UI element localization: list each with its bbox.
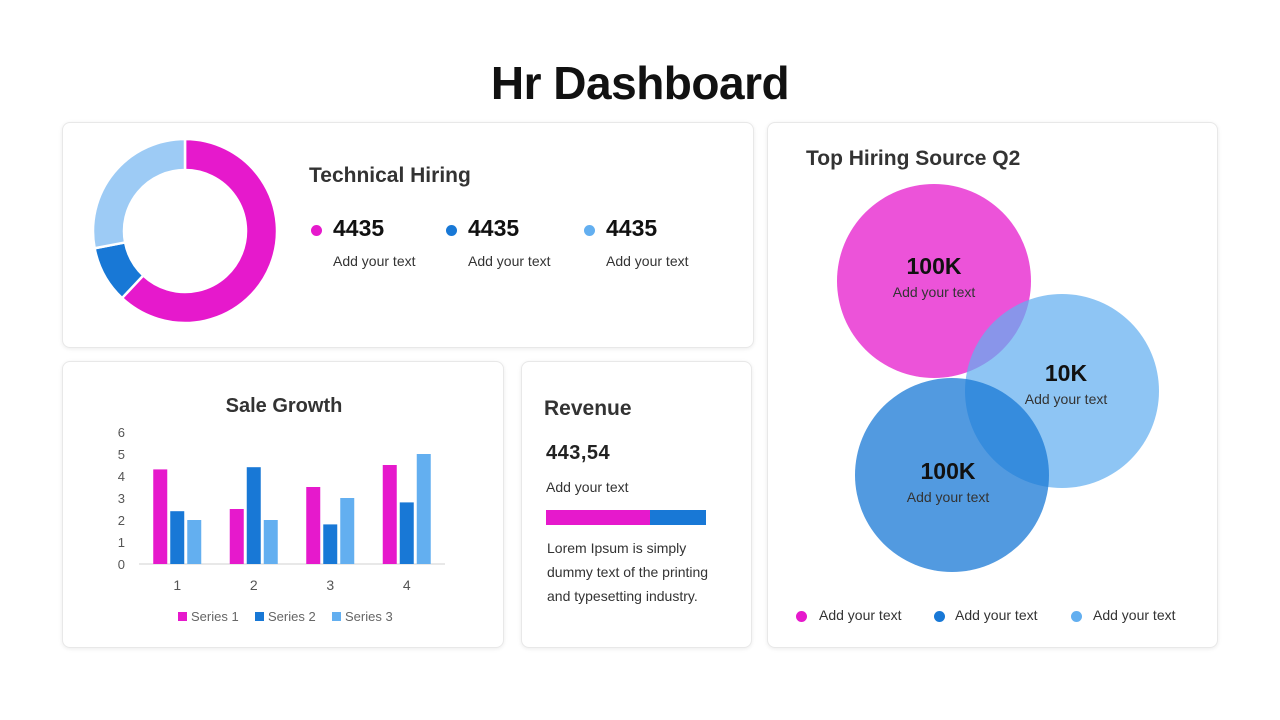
legend-dot [934, 611, 945, 622]
stat-label: Add your text [606, 253, 689, 269]
legend-label: Add your text [955, 607, 1038, 623]
y-tick-label: 0 [118, 557, 125, 572]
venn-value: 100K [906, 253, 962, 279]
technical-hiring-card: Technical Hiring 4435 Add your text 4435… [62, 122, 754, 348]
donut-slice-2 [91, 137, 187, 250]
legend-dot [1071, 611, 1082, 622]
hiring-source-venn [837, 184, 1159, 572]
hiring-source-title: Top Hiring Source Q2 [806, 147, 1021, 170]
hiring-source-card: Top Hiring Source Q2 100K Add your text … [767, 122, 1218, 648]
chart-title: Sale Growth [226, 395, 343, 417]
revenue-progress-bar [546, 510, 706, 525]
venn-label-0: 100K Add your text [854, 253, 1014, 300]
technical-hiring-title: Technical Hiring [309, 164, 471, 187]
revenue-value: 443,54 [546, 442, 611, 464]
y-tick-label: 5 [118, 447, 125, 462]
legend-label: Add your text [1093, 607, 1176, 623]
venn-label-1: 10K Add your text [986, 360, 1146, 407]
y-tick-label: 6 [118, 425, 125, 440]
legend-swatch [178, 612, 187, 621]
bar-series-3-4 [416, 454, 431, 564]
hiring-legend-item: Add your text [934, 607, 1074, 627]
venn-value: 10K [1044, 360, 1088, 386]
bar-series-3-1 [187, 520, 202, 564]
bar-series-1-4 [382, 465, 397, 564]
stat-value: 4435 [606, 215, 658, 241]
venn-circle-0 [837, 184, 1031, 378]
stat-dot-0 [311, 225, 322, 236]
legend-label: Series 1 [191, 609, 239, 624]
bar-series-3-3 [340, 498, 355, 564]
bar-series-3-2 [263, 520, 278, 564]
legend-label: Add your text [819, 607, 902, 623]
revenue-card: Revenue 443,54 Add your text Lorem Ipsum… [521, 361, 752, 648]
x-tick-label: 1 [173, 577, 181, 593]
revenue-label: Add your text [546, 479, 629, 495]
revenue-bar-segment-primary [546, 510, 650, 525]
stat-item: 4435 Add your text [582, 215, 712, 275]
hiring-legend-item: Add your text [1071, 607, 1211, 627]
sale-growth-card: Sale Growth 0 1 2 3 4 5 6 1 2 3 4 Series 1 Series … [62, 361, 504, 648]
bar-series-2-2 [246, 467, 261, 564]
y-tick-label: 4 [118, 469, 125, 484]
bar-series-1-2 [229, 509, 244, 564]
stat-item: 4435 Add your text [309, 215, 439, 275]
hiring-legend-item: Add your text [796, 607, 936, 627]
bar-series-1-3 [306, 487, 321, 564]
venn-value: 100K [920, 458, 976, 484]
revenue-description: Lorem Ipsum is simply dummy text of the … [547, 540, 709, 604]
venn-text: Add your text [892, 284, 976, 300]
venn-circle-2 [855, 378, 1049, 572]
y-tick-label: 3 [118, 491, 125, 506]
venn-text: Add your text [906, 489, 990, 505]
revenue-title: Revenue [544, 397, 632, 420]
page-title: Hr Dashboard [490, 57, 790, 109]
stat-value: 4435 [333, 215, 385, 241]
stat-item: 4435 Add your text [444, 215, 574, 275]
bar-series-2-1 [170, 511, 185, 564]
stat-dot-2 [584, 225, 595, 236]
y-tick-label: 1 [118, 535, 125, 550]
legend-label: Series 2 [268, 609, 316, 624]
venn-label-2: 100K Add your text [868, 458, 1028, 505]
bar-series-2-4 [399, 502, 414, 564]
legend-swatch [332, 612, 341, 621]
technical-hiring-donut-chart [91, 137, 279, 325]
x-tick-label: 4 [403, 577, 411, 593]
legend-dot [796, 611, 807, 622]
revenue-bar-segment-secondary [650, 510, 706, 525]
donut-slice-0 [120, 137, 279, 325]
legend-label: Series 3 [345, 609, 393, 624]
venn-text: Add your text [1024, 391, 1108, 407]
stat-label: Add your text [468, 253, 551, 269]
sale-growth-bar-chart: Sale Growth 0 1 2 3 4 5 6 1 2 3 4 Series 1 Series … [118, 395, 445, 624]
bar-series-2-3 [323, 524, 338, 564]
y-tick-label: 2 [118, 513, 125, 528]
legend-swatch [255, 612, 264, 621]
stat-label: Add your text [333, 253, 416, 269]
stat-dot-1 [446, 225, 457, 236]
bar-series-1-1 [153, 469, 168, 564]
x-tick-label: 2 [250, 577, 258, 593]
stat-value: 4435 [468, 215, 520, 241]
x-tick-label: 3 [326, 577, 334, 593]
